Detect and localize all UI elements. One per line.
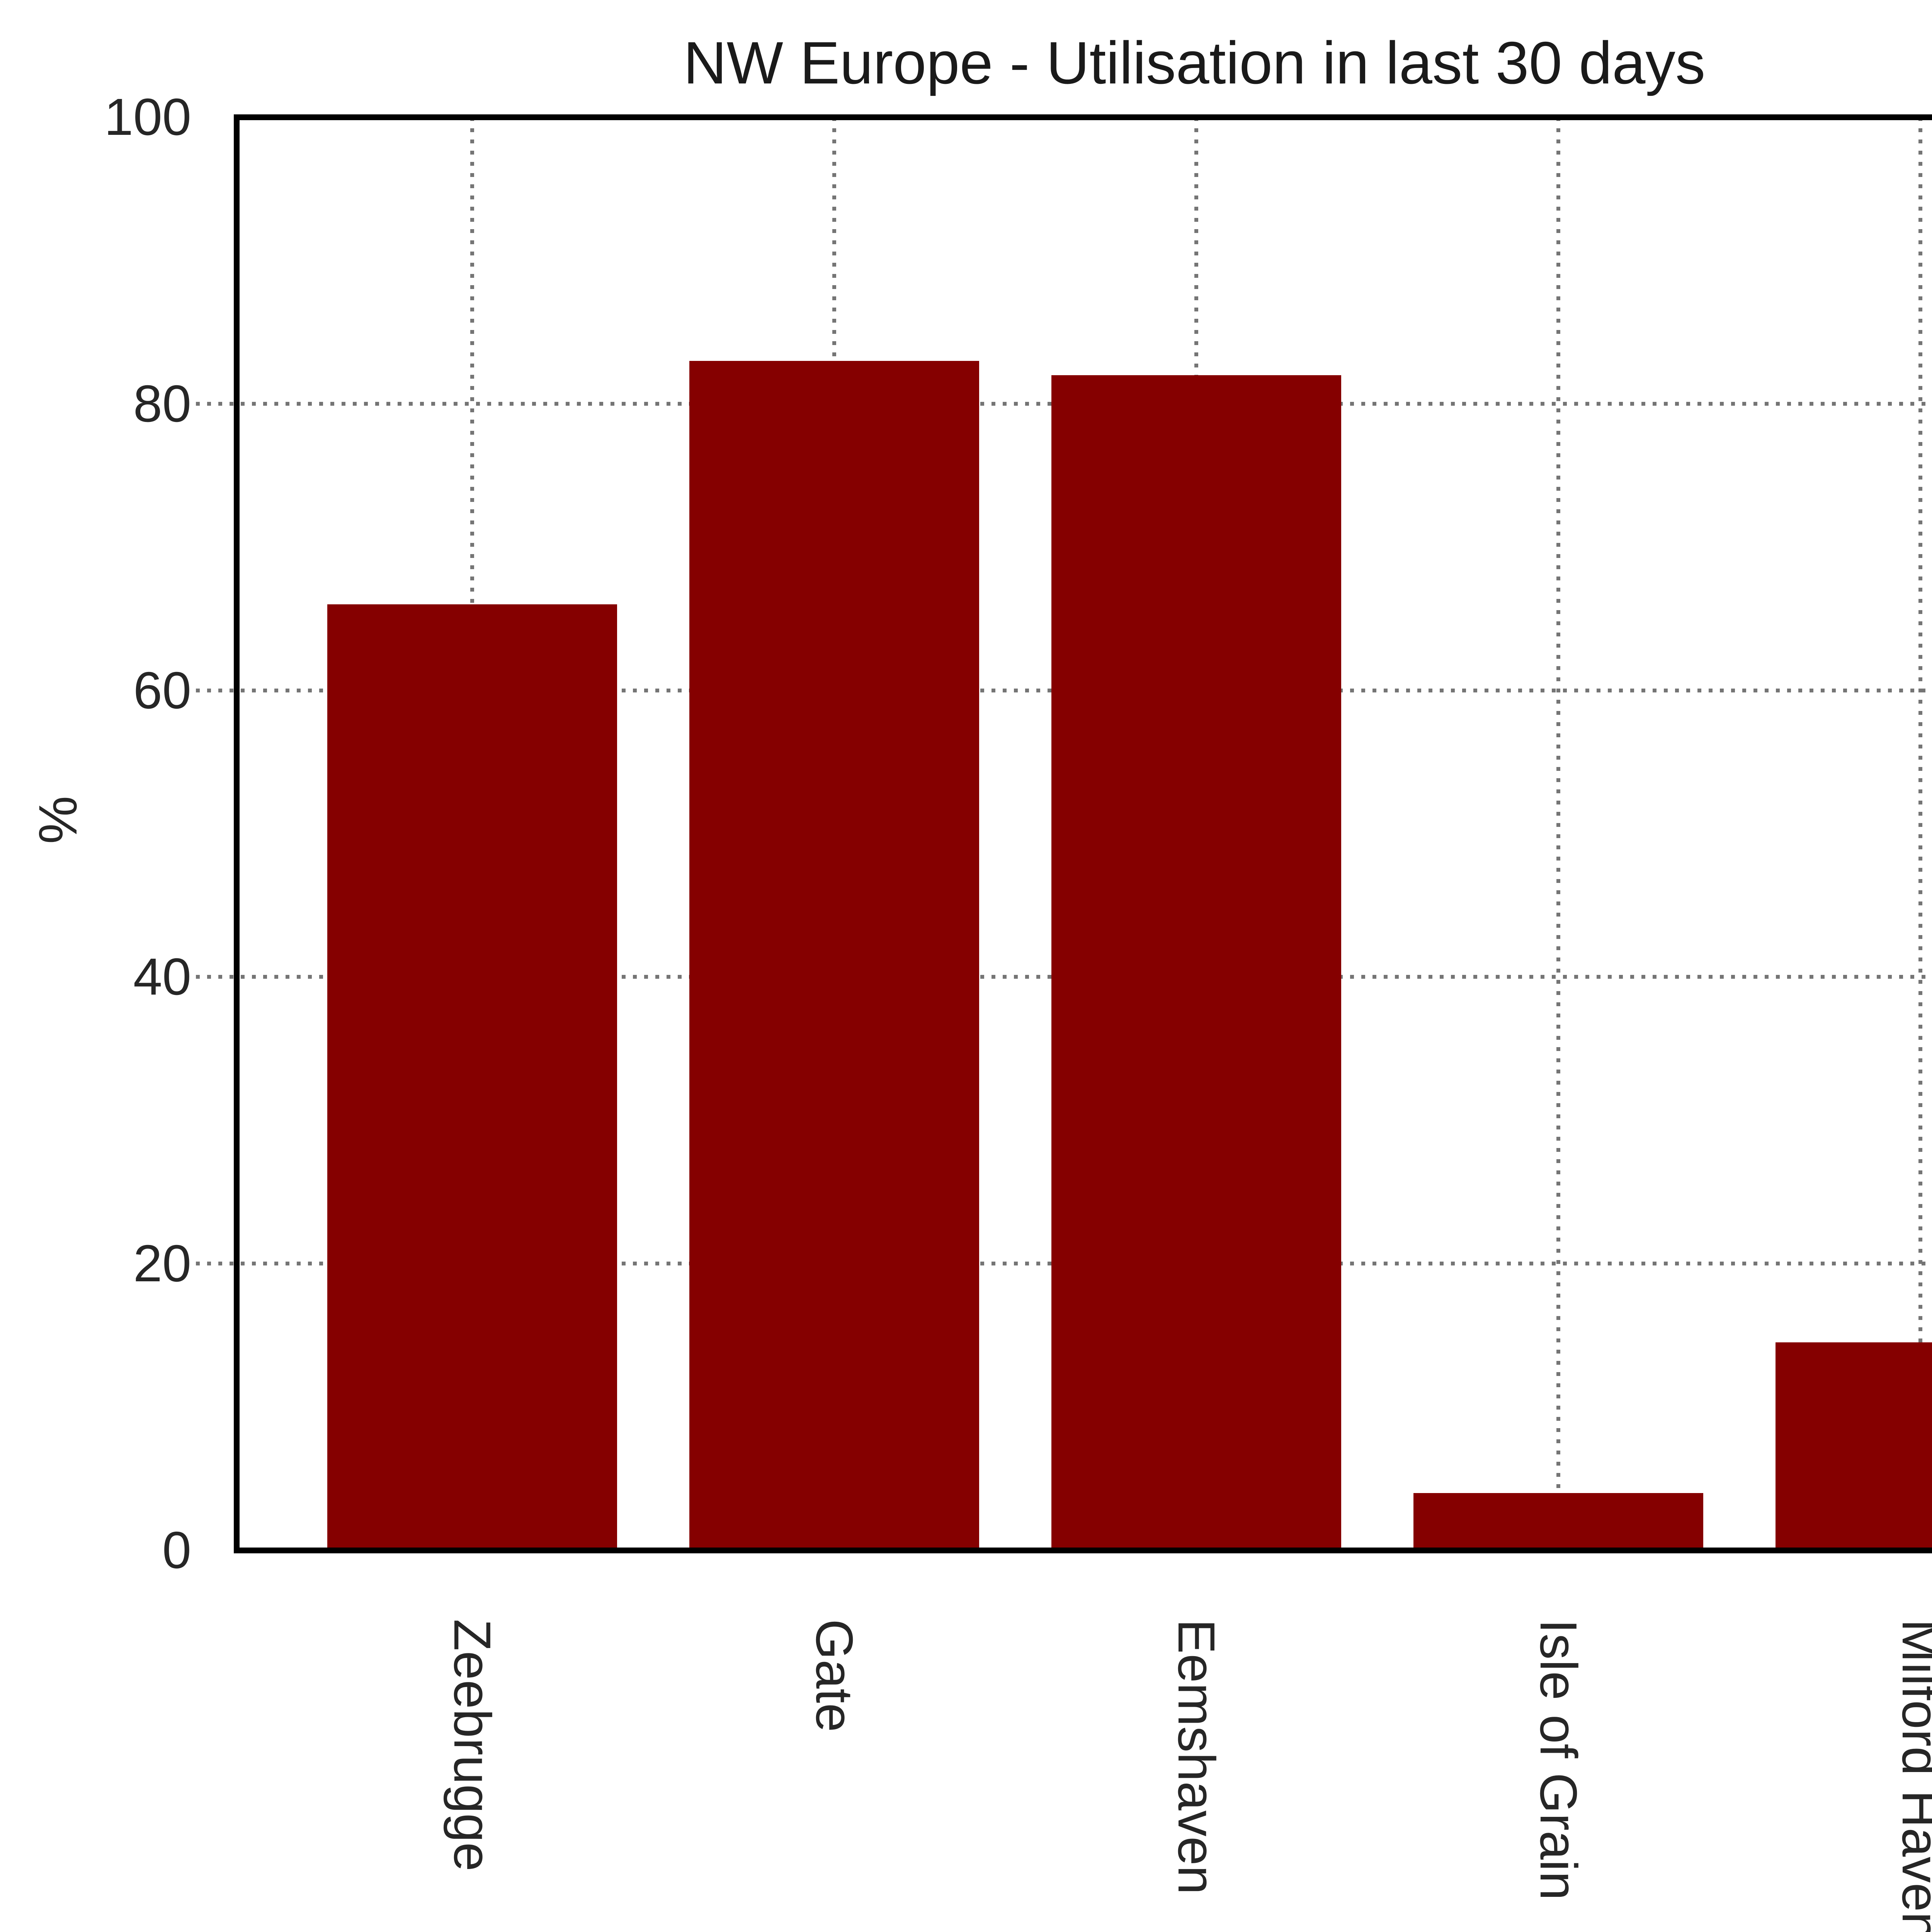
y-tick-label-80: 80: [133, 374, 191, 433]
x-gridline-5: [1918, 117, 1922, 1550]
chart-title: NW Europe - Utilisation in last 30 days: [683, 29, 1706, 96]
y-tick-label-40: 40: [133, 947, 191, 1006]
bar-zeebrugge: [327, 604, 617, 1548]
y-tick-label-20: 20: [133, 1234, 191, 1293]
y-tick-label-0: 0: [162, 1521, 191, 1579]
y-axis-label: %: [27, 796, 88, 844]
x-tick-label-4: Isle of Grain: [1529, 1619, 1588, 1900]
x-tick-label-3: Eemshaven: [1167, 1619, 1226, 1895]
x-gridline-4: [1556, 117, 1560, 1550]
x-tick-label-5: Milford Haven: [1891, 1619, 1932, 1932]
bar-gate: [689, 361, 979, 1548]
bar-isle-of-grain: [1413, 1493, 1703, 1548]
bar-milford-haven: [1776, 1342, 1932, 1548]
bar-eemshaven: [1051, 375, 1341, 1548]
y-tick-label-60: 60: [133, 661, 191, 719]
x-tick-label-2: Gate: [805, 1619, 864, 1732]
x-tick-label-1: Zeebrugge: [443, 1619, 502, 1871]
y-tick-label-100: 100: [104, 88, 191, 146]
